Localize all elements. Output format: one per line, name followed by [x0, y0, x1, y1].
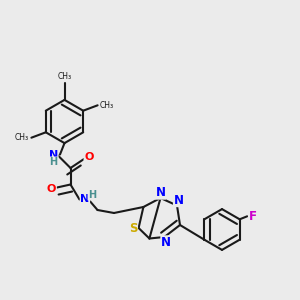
Text: CH₃: CH₃: [57, 72, 72, 81]
Text: N: N: [173, 194, 184, 207]
Text: N: N: [80, 194, 89, 205]
Text: O: O: [47, 184, 56, 194]
Text: N: N: [161, 236, 171, 249]
Text: O: O: [84, 152, 94, 162]
Text: H: H: [49, 157, 58, 167]
Text: H: H: [88, 190, 96, 200]
Text: CH₃: CH₃: [15, 133, 29, 142]
Text: N: N: [49, 149, 58, 160]
Text: N: N: [155, 186, 166, 199]
Text: F: F: [249, 210, 256, 223]
Text: S: S: [129, 221, 137, 235]
Text: CH₃: CH₃: [100, 101, 114, 110]
